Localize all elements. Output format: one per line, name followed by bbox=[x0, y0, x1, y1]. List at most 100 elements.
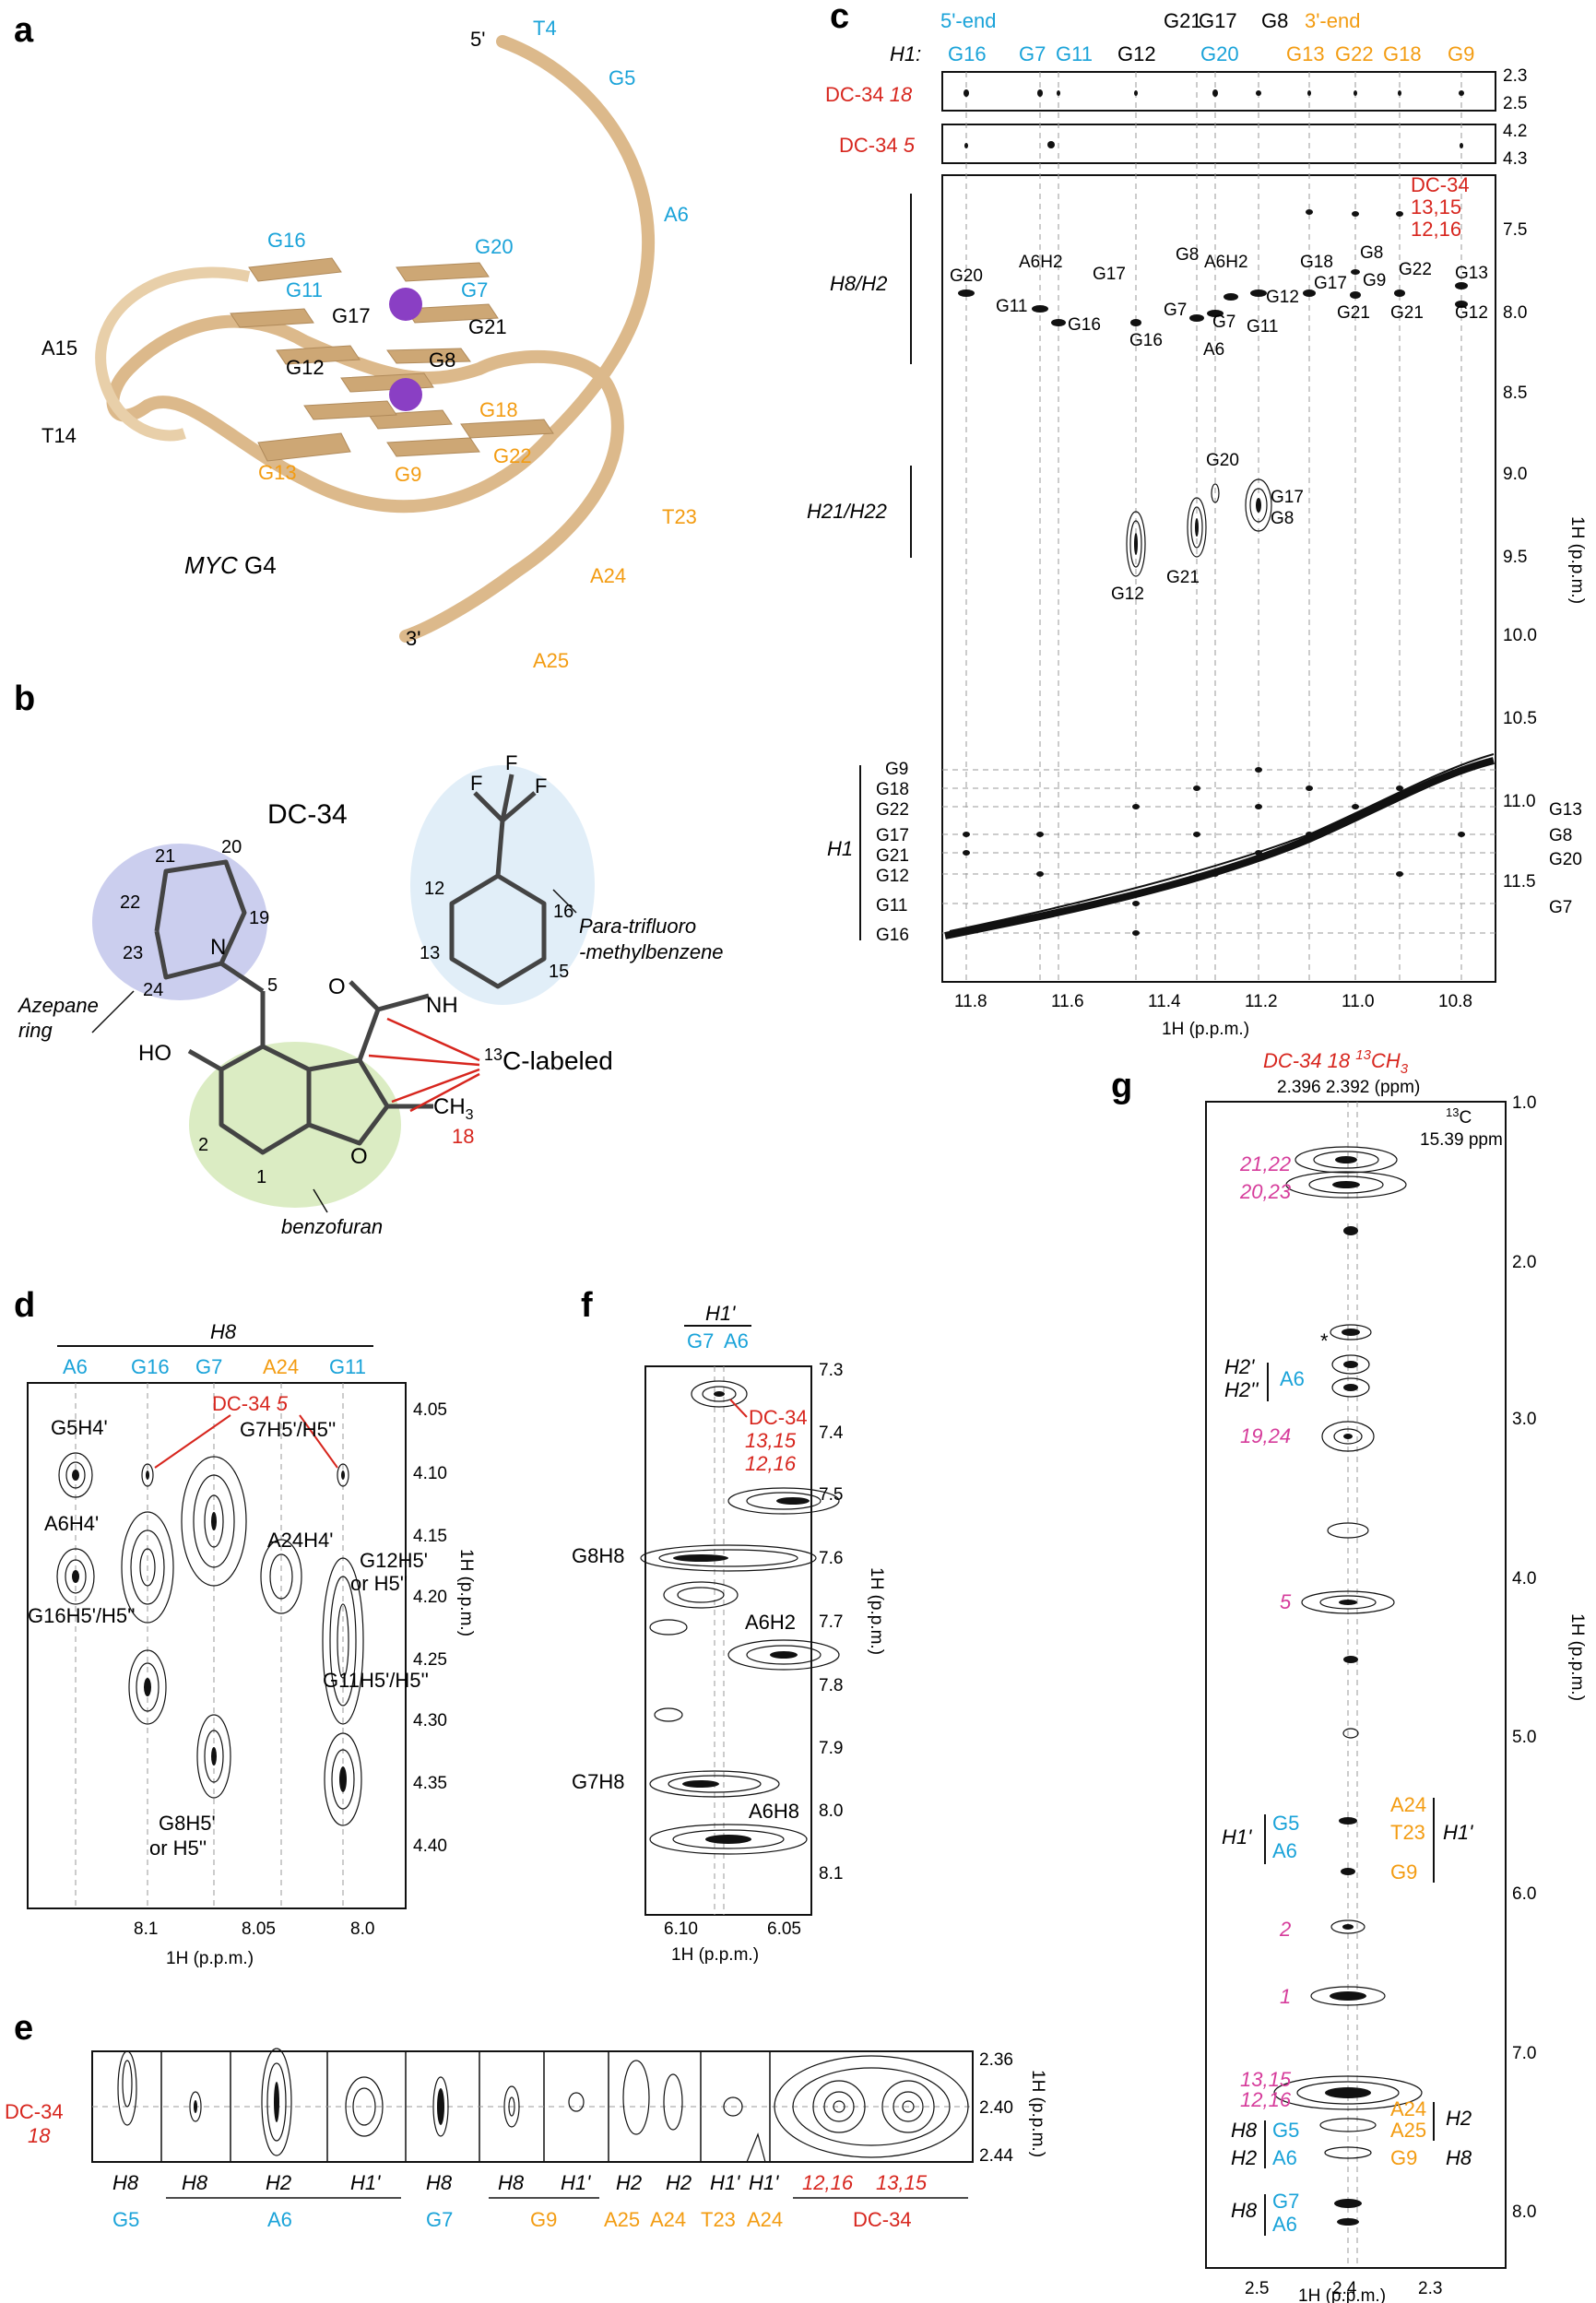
g-c13-val: 15.39 ppm bbox=[1420, 1130, 1503, 1150]
g-x-ticks: 2.5 2.4 2.3 bbox=[1245, 2279, 1442, 2298]
svg-text:H1': H1' bbox=[749, 2171, 779, 2194]
svg-text:4.10: 4.10 bbox=[413, 1464, 447, 1483]
svg-text:5: 5 bbox=[267, 975, 278, 996]
svg-text:H8: H8 bbox=[112, 2171, 139, 2194]
ring-label: ring bbox=[18, 1019, 53, 1042]
g-labels: H2' H2'' A6 H1' G5 A6 A24 T23 G9 H1' H8 … bbox=[1222, 1355, 1473, 2236]
svg-text:G22: G22 bbox=[1399, 260, 1432, 279]
svg-text:G18: G18 bbox=[1300, 253, 1333, 272]
svg-text:11.0: 11.0 bbox=[1342, 992, 1375, 1011]
svg-text:H2: H2 bbox=[1446, 2107, 1472, 2130]
svg-text:A6: A6 bbox=[1272, 2146, 1297, 2169]
end-5: 5' bbox=[470, 28, 485, 51]
svg-text:G20: G20 bbox=[1206, 451, 1239, 470]
svg-text:10.0: 10.0 bbox=[1503, 626, 1537, 645]
g-magenta-labels: 21,22 20,23 19,24 5 2 1 13,15 12,16 bbox=[1239, 1152, 1292, 2111]
svg-text:10.5: 10.5 bbox=[1503, 709, 1537, 728]
svg-text:G7: G7 bbox=[1549, 898, 1572, 917]
f-x-label: 1H (p.p.m.) bbox=[671, 1945, 759, 1965]
backbone-ribbon bbox=[106, 35, 656, 643]
svg-text:A25: A25 bbox=[604, 2208, 640, 2231]
svg-text:G5: G5 bbox=[112, 2208, 139, 2231]
panel-letter-c: c bbox=[830, 0, 849, 36]
svg-text:12: 12 bbox=[424, 879, 444, 899]
c-y-ticks: 7.5 8.0 8.5 9.0 9.5 10.0 10.5 11.0 11.5 bbox=[1503, 220, 1537, 892]
strip2-tick: 4.2 bbox=[1503, 122, 1527, 141]
panel-e: e DC-34 18 2.36 2.40 2.44 bbox=[5, 2009, 1047, 2231]
svg-text:6.0: 6.0 bbox=[1512, 1884, 1536, 1904]
svg-text:1: 1 bbox=[256, 1167, 266, 1187]
region-h1: H1 bbox=[827, 837, 853, 860]
svg-text:G7: G7 bbox=[1272, 2190, 1299, 2213]
imino-peak-labels: G20 G17 G8 G12 G21 bbox=[1111, 451, 1304, 604]
svg-text:20: 20 bbox=[221, 837, 242, 857]
svg-text:A6: A6 bbox=[267, 2208, 292, 2231]
atom-nh: NH bbox=[426, 993, 458, 1018]
svg-text:A6: A6 bbox=[1272, 1839, 1297, 1862]
svg-text:4.15: 4.15 bbox=[413, 1527, 447, 1546]
d-col-labels: A6 G16 G7 A24 G11 bbox=[63, 1355, 366, 1378]
svg-text:7.7: 7.7 bbox=[819, 1612, 843, 1632]
svg-text:H8: H8 bbox=[1446, 2146, 1472, 2169]
svg-text:G12: G12 bbox=[1111, 585, 1144, 604]
svg-text:7.3: 7.3 bbox=[819, 1361, 843, 1380]
svg-text:G12: G12 bbox=[876, 867, 909, 886]
imino-peaks bbox=[1126, 478, 1272, 577]
svg-text:2.4: 2.4 bbox=[1332, 2279, 1357, 2298]
svg-text:G8H8: G8H8 bbox=[572, 1544, 624, 1567]
svg-text:G18: G18 bbox=[876, 780, 909, 799]
svg-text:A24H4': A24H4' bbox=[267, 1529, 333, 1552]
c-x-label: 1H (p.p.m.) bbox=[1162, 1020, 1249, 1039]
svg-text:G5H4': G5H4' bbox=[51, 1416, 108, 1439]
svg-text:2.0: 2.0 bbox=[1512, 1253, 1536, 1272]
svg-text:3.0: 3.0 bbox=[1512, 1410, 1536, 1429]
strip2-tick: 4.3 bbox=[1503, 149, 1527, 169]
svg-text:G21: G21 bbox=[1390, 303, 1424, 323]
e-y-label: 1H (p.p.m.) bbox=[1028, 2070, 1047, 2157]
f-y-ticks: 7.3 7.4 7.5 7.6 7.7 7.8 7.9 8.0 8.1 bbox=[819, 1361, 844, 1884]
atom-ho: HO bbox=[138, 1041, 171, 1066]
svg-text:G9: G9 bbox=[1390, 1860, 1417, 1884]
panel-letter-g: g bbox=[1111, 1067, 1132, 1105]
f-x-tick: 6.05 bbox=[767, 1919, 801, 1939]
svg-text:7.4: 7.4 bbox=[819, 1423, 844, 1443]
svg-text:4.20: 4.20 bbox=[413, 1588, 447, 1607]
label-g13: G13 bbox=[258, 461, 297, 484]
svg-text:G7: G7 bbox=[195, 1355, 222, 1378]
e-residue-labels: G5 A6 G7 G9 A25 A24 T23 A24 DC-34 bbox=[112, 2208, 912, 2231]
g-brackets bbox=[1264, 1363, 1435, 2236]
strip-dc34-18 bbox=[941, 71, 1496, 112]
svg-text:G7H8: G7H8 bbox=[572, 1770, 624, 1793]
label-a24: A24 bbox=[590, 564, 626, 587]
svg-text:21: 21 bbox=[155, 846, 175, 867]
svg-text:G21: G21 bbox=[1337, 303, 1370, 323]
c-x-ticks: 11.8 11.6 11.4 11.2 11.0 10.8 bbox=[954, 992, 1472, 1011]
svg-text:H2'': H2'' bbox=[1224, 1378, 1259, 1401]
svg-text:H2: H2 bbox=[666, 2171, 692, 2194]
svg-text:1: 1 bbox=[1280, 1985, 1291, 2008]
svg-text:H2': H2' bbox=[1224, 1355, 1255, 1378]
svg-text:G13: G13 bbox=[1286, 42, 1325, 65]
e-dc-num: 12,16 bbox=[802, 2171, 854, 2194]
label-t4: T4 bbox=[533, 17, 557, 40]
panel-b: b DC-34 F F F N O NH bbox=[14, 679, 724, 1238]
vertical-gridlines bbox=[965, 72, 1462, 982]
panel-letter-e: e bbox=[14, 2009, 33, 2048]
svg-text:G22: G22 bbox=[876, 800, 909, 820]
svg-text:A24: A24 bbox=[1390, 2097, 1426, 2120]
svg-text:4.30: 4.30 bbox=[413, 1711, 447, 1730]
svg-text:G22: G22 bbox=[1335, 42, 1374, 65]
svg-text:G7: G7 bbox=[426, 2208, 453, 2231]
svg-text:A6: A6 bbox=[1203, 340, 1224, 360]
benzofuran-label: benzofuran bbox=[281, 1215, 383, 1238]
svg-text:G9: G9 bbox=[1363, 271, 1386, 290]
ptf-leader bbox=[552, 889, 577, 914]
svg-text:7.5: 7.5 bbox=[819, 1485, 843, 1505]
svg-text:G11H5'/H5'': G11H5'/H5'' bbox=[323, 1669, 429, 1692]
svg-text:G8H5': G8H5' bbox=[159, 1812, 216, 1835]
svg-text:4.35: 4.35 bbox=[413, 1774, 447, 1793]
strip-dc34-5 bbox=[941, 124, 1496, 164]
svg-text:G17: G17 bbox=[1093, 265, 1126, 284]
e-atom-labels: H8 H8 H2 H1' H8 H8 H1' H2 H2 H1' H1' bbox=[112, 2171, 779, 2194]
svg-text:H2: H2 bbox=[266, 2171, 291, 2194]
